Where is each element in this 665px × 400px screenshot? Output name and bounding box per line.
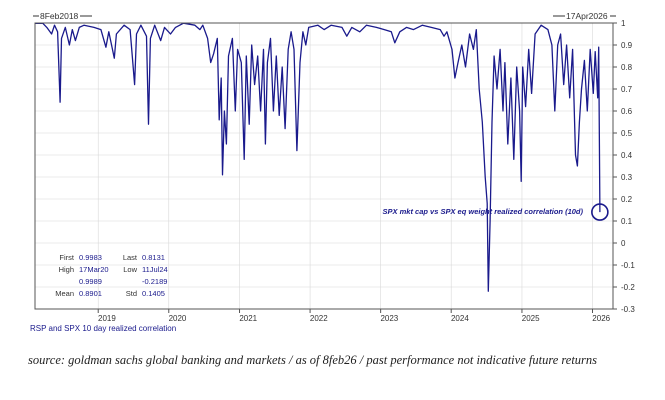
axis-layer: 1 0.9 0.8 0.7 0.6 0.5 0.4 0.3 0.2 0.1 0 -0.1 -0.2 -0.… <box>97 19 635 323</box>
highlight-circle <box>591 203 609 221</box>
stat-std-value: 0.1405 <box>142 289 165 298</box>
y-tick-label-12: -0.2 <box>621 283 635 292</box>
x-tick-label-2: 2021 <box>239 314 257 323</box>
stat-mean-label: Mean <box>55 289 74 298</box>
x-tick-label-5: 2024 <box>451 314 469 323</box>
stat-low-value: -0.2189 <box>142 277 167 286</box>
y-tick-label-4: 0.6 <box>621 107 633 116</box>
stat-first-value: 0.9983 <box>79 253 102 262</box>
x-tick-label-0: 2019 <box>98 314 116 323</box>
stat-last-label: Last <box>123 253 138 262</box>
stat-high-label: High <box>59 265 74 274</box>
stat-low-label: Low <box>123 265 137 274</box>
stat-last-value: 0.8131 <box>142 253 165 262</box>
y-tick-label-3: 0.7 <box>621 85 633 94</box>
plot-background <box>35 23 613 309</box>
y-tick-label-1: 0.9 <box>621 41 633 50</box>
y-tick-label-2: 0.8 <box>621 63 633 72</box>
stats-box: First 0.9983 Last 0.8131 High 17Mar20 Lo… <box>55 253 167 298</box>
plot-frame <box>34 22 614 310</box>
source-footnote: source: goldman sachs global banking and… <box>28 353 598 367</box>
x-tick-label-6: 2025 <box>522 314 540 323</box>
stat-std-label: Std <box>126 289 137 298</box>
y-tick-label-8: 0.2 <box>621 195 633 204</box>
stat-mean-value: 0.8901 <box>79 289 102 298</box>
x-tick-label-4: 2023 <box>380 314 398 323</box>
end-date-label: 17Apr2026 <box>566 11 608 21</box>
chart-caption: RSP and SPX 10 day realized correlation <box>30 324 176 333</box>
stat-first-label: First <box>59 253 74 262</box>
x-tick-label-1: 2020 <box>169 314 187 323</box>
start-date-label: 8Feb2018 <box>40 11 79 21</box>
stat-low-date: 11Jul24 <box>142 265 168 274</box>
y-tick-label-7: 0.3 <box>621 173 633 182</box>
y-tick-label-11: -0.1 <box>621 261 635 270</box>
y-tick-label-6: 0.4 <box>621 151 633 160</box>
stat-high-value: 0.9989 <box>79 277 102 286</box>
chart-area: 1 0.9 0.8 0.7 0.6 0.5 0.4 0.3 0.2 0.1 0 -0.1 -0.2 -0.… <box>30 11 635 333</box>
y-tick-label-13: -0.3 <box>621 305 635 314</box>
y-tick-label-0: 1 <box>621 19 626 28</box>
series-annotation: SPX mkt cap vs SPX eq weight realized co… <box>383 207 584 216</box>
correlation-line-chart: 1 0.9 0.8 0.7 0.6 0.5 0.4 0.3 0.2 0.1 0 -0.1 -0.2 -0.… <box>30 11 635 333</box>
y-tick-label-5: 0.5 <box>621 129 633 138</box>
series-layer <box>34 22 601 292</box>
x-tick-label-7: 2026 <box>592 314 610 323</box>
x-tick-label-3: 2022 <box>310 314 328 323</box>
y-tick-label-10: 0 <box>621 239 626 248</box>
stat-high-date: 17Mar20 <box>79 265 109 274</box>
series-line-0 <box>34 22 601 292</box>
y-tick-label-9: 0.1 <box>621 217 633 226</box>
